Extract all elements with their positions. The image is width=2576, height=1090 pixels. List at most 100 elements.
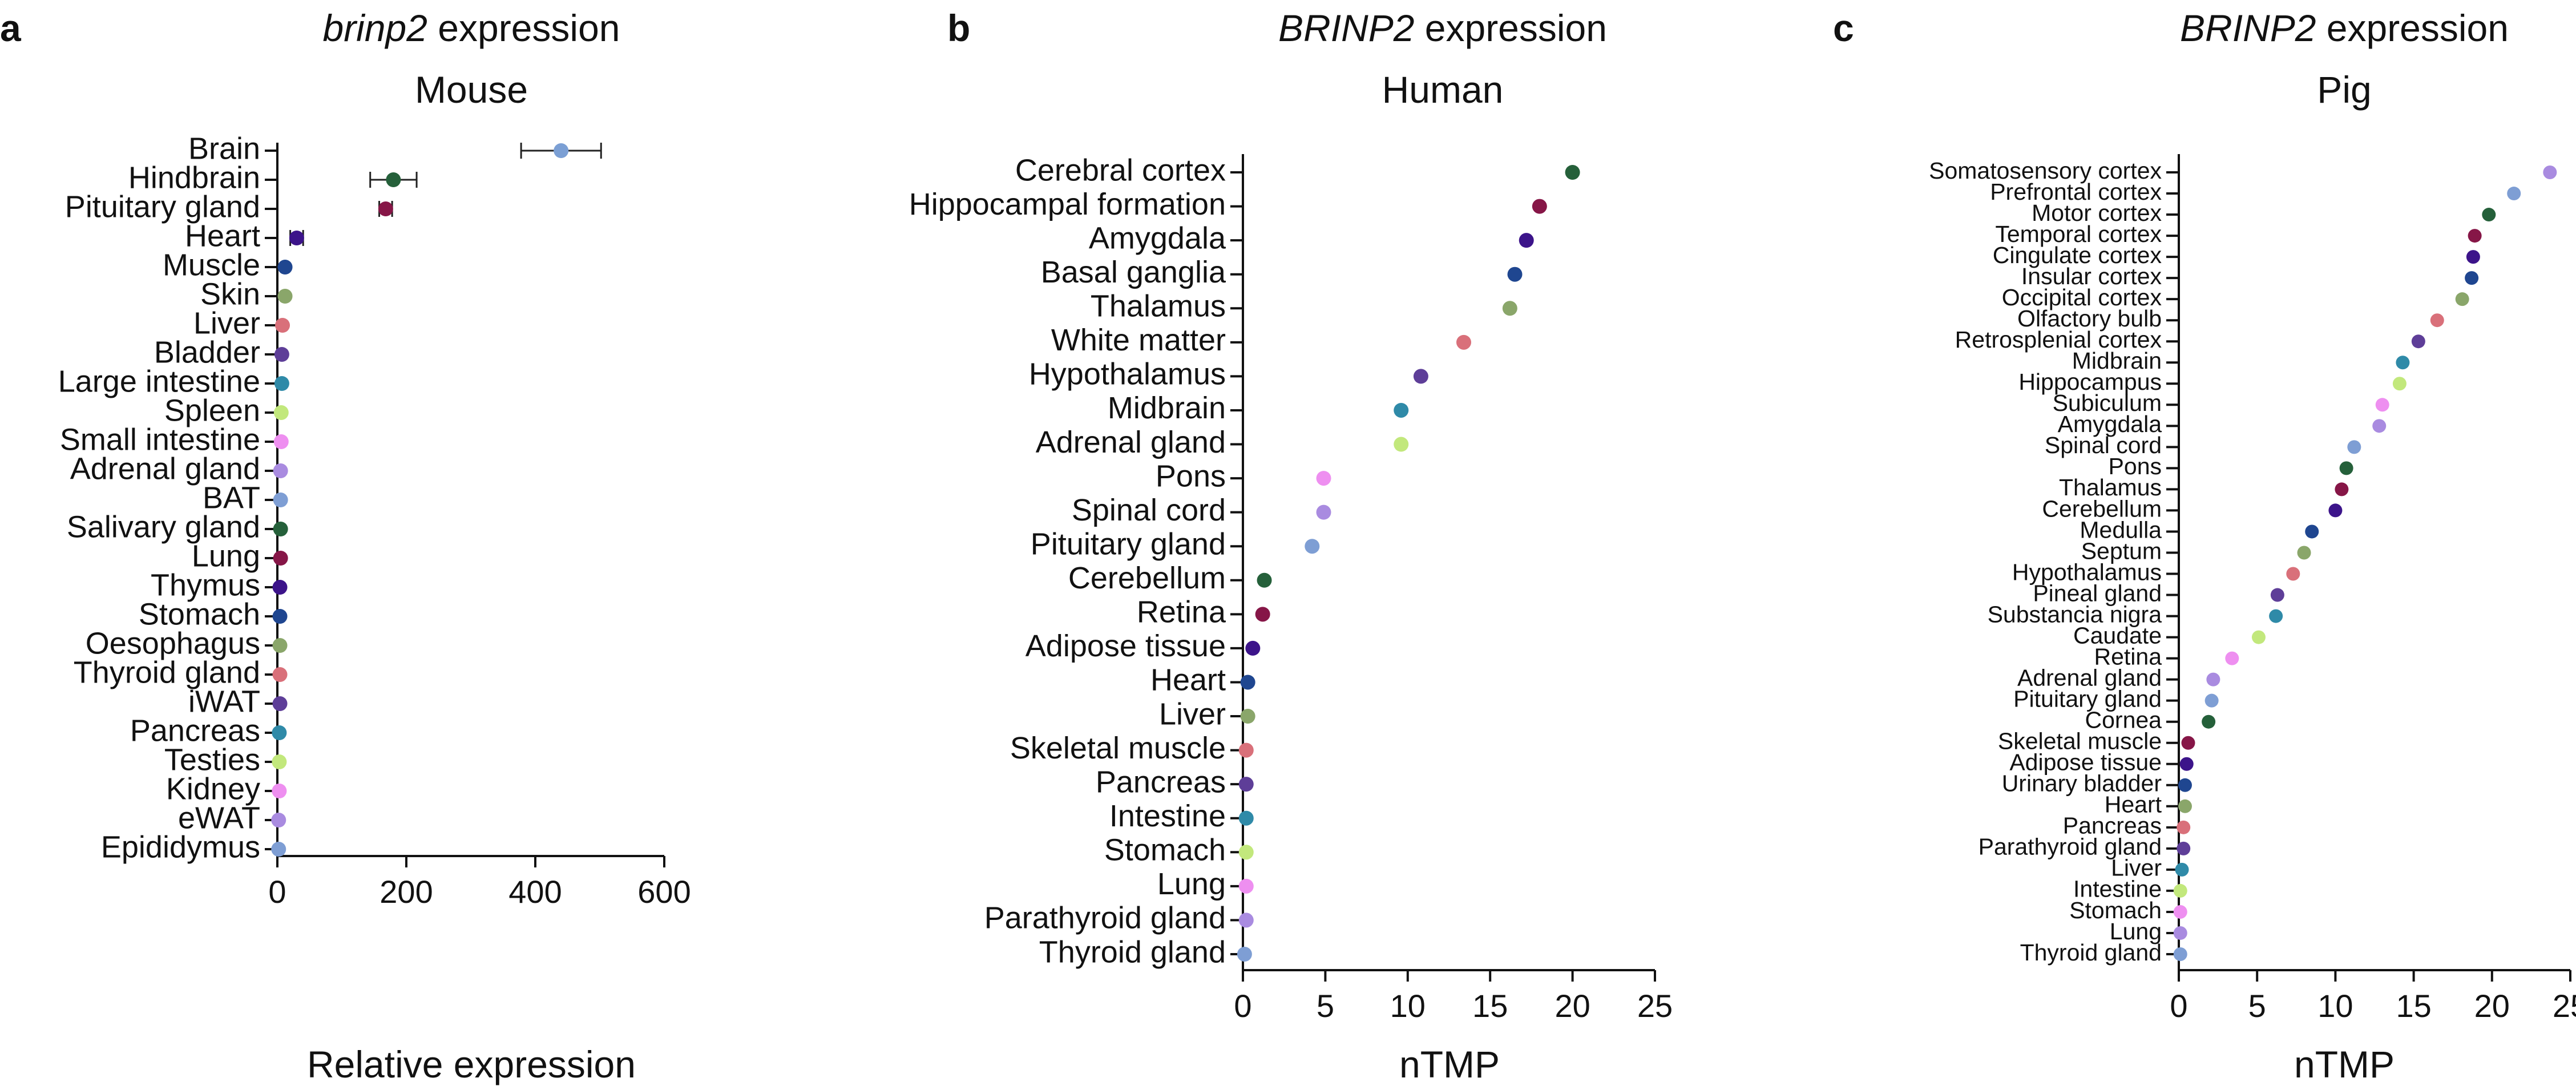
panel-c-species: Pig [2317, 68, 2371, 111]
panel-a-category-label: Pancreas [130, 713, 260, 748]
panel-b-x-tick-label: 15 [1472, 988, 1508, 1024]
panel-c-data-point [2177, 820, 2191, 834]
panel-c-category-label: Intestine [2073, 876, 2162, 902]
panel-b-category-label: Adipose tissue [1025, 629, 1226, 663]
panel-b-letter: b [947, 7, 970, 49]
panel-b-data-point [1238, 845, 1254, 860]
panel-b-data-point [1240, 709, 1255, 724]
panel-b-data-point [1257, 572, 1272, 588]
panel-b-data-point [1238, 810, 1254, 826]
panel-b-category-label: Retina [1137, 595, 1226, 629]
panel-c-category-label: Insular cortex [2021, 263, 2162, 289]
panel-c-data-point [2269, 609, 2283, 623]
panel-c-title: BRINP2 expression [2180, 7, 2509, 49]
panel-c-category-label: Skeletal muscle [1998, 728, 2162, 754]
panel-c-data-point [2455, 292, 2469, 306]
panel-b-data-point [1305, 539, 1320, 554]
panel-c-category-label: Lung [2110, 918, 2162, 944]
panel-b-category-label: Intestine [1109, 799, 1226, 833]
panel-a-data-point [272, 784, 287, 798]
panel-c-category-label: Thalamus [2059, 474, 2162, 500]
panel-c-data-point [2181, 736, 2195, 750]
panel-a-category-label: Pituitary gland [65, 189, 260, 224]
panel-c-data-point [2543, 165, 2557, 179]
panel-a-category-label: Thymus [151, 568, 260, 602]
panel-a-category-label: Salivary gland [67, 510, 260, 544]
panel-b-species: Human [1382, 68, 1504, 111]
panel-b-data-point [1394, 402, 1409, 418]
panel-b-data-point [1238, 913, 1254, 928]
panel-c-category-label: Cerebellum [2042, 495, 2162, 522]
panel-a-category-label: Liver [193, 306, 260, 340]
panel-a-category-label: Epididymus [101, 830, 260, 864]
panel-b-category-label: Parathyroid gland [984, 901, 1226, 935]
panel-b-data-point [1240, 675, 1255, 690]
panel-c-data-point [2347, 440, 2361, 454]
panel-c-data-point [2466, 250, 2480, 264]
panel-b-data-point [1532, 199, 1547, 214]
panel-c-data-point [2375, 398, 2389, 412]
panel-c-category-label: Amygdala [2058, 411, 2162, 437]
panel-a-data-point [273, 522, 288, 536]
panel-a-data-point [272, 609, 288, 624]
panel-b-x-tick-label: 0 [1234, 988, 1251, 1024]
panel-b-data-point [1238, 777, 1254, 792]
panel-c-category-label: Retina [2094, 643, 2162, 669]
panel-c-data-point [2468, 229, 2482, 243]
panel-c-data-point [2177, 841, 2191, 855]
panel-b-data-point [1238, 742, 1254, 758]
panel-a-data-point [386, 172, 401, 187]
panel-c-category-label: Pons [2109, 453, 2162, 479]
panel-a-category-label: BAT [203, 481, 260, 515]
panel-c-category-label: Stomach [2069, 897, 2162, 923]
panel-b-category-label: Adrenal gland [1036, 425, 1226, 459]
panel-c-x-tick-label: 5 [2248, 988, 2266, 1024]
panel-c-data-point [2335, 482, 2349, 496]
panel-c-category-label: Pineal gland [2033, 580, 2162, 606]
panel-b-x-axis-label: nTMP [1399, 1043, 1500, 1085]
panel-a-category-label: eWAT [178, 801, 260, 835]
panel-c-letter: c [1833, 7, 1854, 49]
panel-a-category-label: Testies [164, 742, 260, 777]
panel-a-category-label: Bladder [154, 335, 260, 369]
panel-c-category-label: Olfactory bulb [2017, 305, 2162, 332]
panel-b-x-tick-label: 10 [1390, 988, 1426, 1024]
panel-c-x-tick-label: 10 [2317, 988, 2353, 1024]
panel-c-data-point [2286, 567, 2300, 581]
panel-c-category-label: Cingulate cortex [1993, 242, 2162, 268]
panel-a-data-point [273, 463, 288, 478]
panel-c-plot: 0 5 10 15 20 25 Somatosensory cortexPrefrontal… [1929, 154, 2576, 1024]
panel-a-x-axis-label: Relative expression [307, 1043, 636, 1085]
panel-c-category-label: Midbrain [2072, 348, 2162, 374]
panel-b-data-point [1507, 267, 1523, 282]
panel-a-category-label: Small intestine [60, 422, 260, 457]
panel-a-data-point [272, 725, 287, 740]
panel-c-data-point [2507, 187, 2521, 201]
panel-c-data-point [2270, 588, 2284, 602]
panel-c-data-point [2411, 334, 2425, 349]
panel-a-data-point [272, 667, 288, 682]
panel-a-data-point [274, 376, 289, 391]
panel-c-category-label: Parathyroid gland [1979, 834, 2162, 860]
panel-c-category-label: Hypothalamus [2012, 559, 2162, 585]
panel-c-gene: BRINP2 [2180, 7, 2316, 49]
panel-c-category-label: Somatosensory cortex [1929, 158, 2162, 184]
panel-c-data-point [2392, 377, 2407, 391]
panel-b-category-label: Cerebellum [1068, 561, 1226, 595]
panel-a-data-point [272, 696, 288, 711]
panel-b-data-point [1316, 471, 1331, 486]
panel-b-data-point [1394, 437, 1409, 452]
panel-a-title: brinp2 expression [323, 7, 620, 49]
panel-c-data-point [2173, 905, 2187, 919]
panel-a-data-point [273, 492, 288, 507]
panel-a-category-label: iWAT [188, 684, 260, 718]
panel-a-category-label: Stomach [139, 597, 260, 631]
panel-c-x-tick-label: 20 [2474, 988, 2510, 1024]
panel-c-x-tick-label: 25 [2553, 988, 2576, 1024]
panel-a-category-label: Adrenal gland [70, 451, 260, 486]
panel-c-data-point [2178, 778, 2192, 792]
panel-b-data-point [1456, 334, 1471, 350]
panel-b-category-label: Heart [1150, 663, 1226, 697]
panel-c-title-suffix: expression [2316, 7, 2509, 49]
